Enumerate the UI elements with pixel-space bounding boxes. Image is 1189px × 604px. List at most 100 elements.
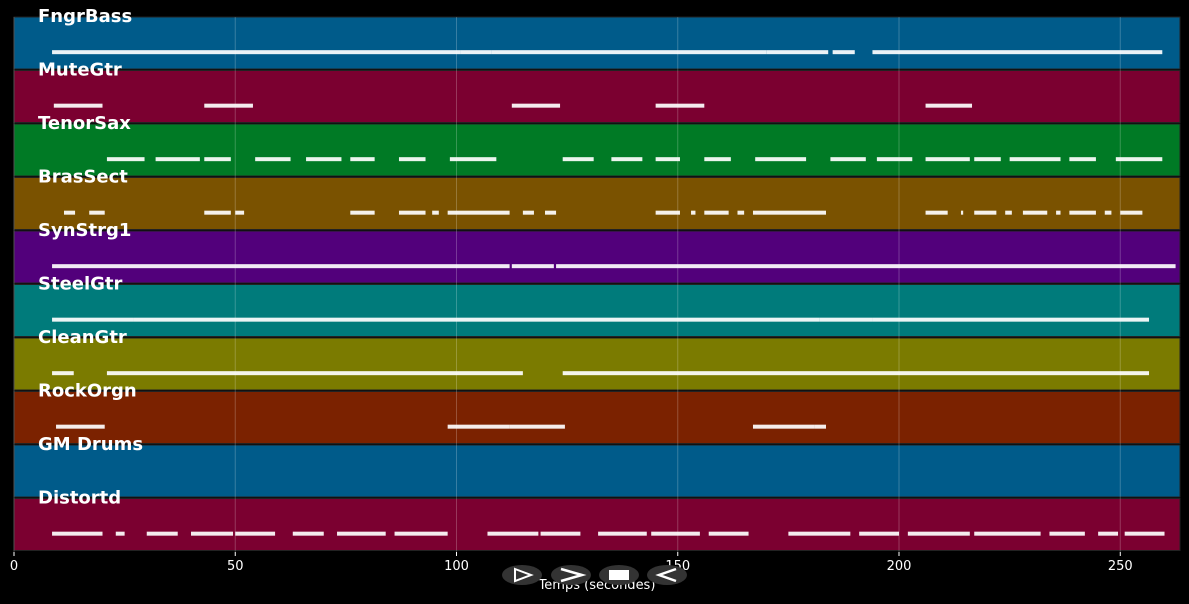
note (859, 531, 900, 536)
note (1115, 157, 1163, 162)
x-tick-label: 50 (227, 559, 244, 574)
x-axis: 0 50 100 150 200 250 (10, 552, 1133, 574)
track-background (13, 337, 1181, 391)
note (925, 157, 970, 162)
track-label: MuteGtr (38, 59, 122, 80)
track-background (13, 391, 1181, 444)
note (115, 531, 125, 536)
track-label: BrasSect (38, 166, 128, 187)
note (350, 210, 375, 215)
note (146, 531, 178, 536)
note (691, 210, 696, 215)
note (830, 157, 866, 162)
track-background (13, 70, 1181, 123)
note (52, 50, 461, 55)
note (394, 531, 448, 536)
track-label: Distortd (38, 487, 121, 508)
stop-button[interactable] (599, 565, 639, 585)
note (562, 371, 1150, 376)
note (511, 103, 561, 108)
forward-button[interactable] (551, 565, 591, 585)
rewind-button[interactable] (647, 565, 687, 585)
note (52, 317, 134, 322)
note (960, 210, 964, 215)
track-label: RockOrgn (38, 380, 137, 401)
note (974, 531, 1041, 536)
note (350, 157, 375, 162)
note (191, 531, 234, 536)
track-label: TenorSax (38, 113, 131, 134)
note (204, 157, 231, 162)
note (651, 531, 700, 536)
note (819, 317, 873, 322)
note (814, 424, 826, 429)
track-label: SteelGtr (38, 273, 123, 294)
note (752, 424, 815, 429)
track-background (13, 284, 1181, 337)
note (655, 103, 705, 108)
note (89, 210, 105, 215)
note (235, 531, 276, 536)
note (788, 531, 851, 536)
note (447, 210, 510, 215)
track-background (13, 498, 1181, 551)
tracks: FngrBass MuteGtr TenorSax BrasSect SynStrg1 S… (13, 6, 1181, 552)
play-button[interactable] (502, 565, 542, 585)
note (1069, 157, 1096, 162)
note (449, 157, 497, 162)
note (1069, 210, 1096, 215)
note (752, 210, 826, 215)
note (737, 210, 745, 215)
note (598, 531, 647, 536)
note (398, 210, 426, 215)
track-background (13, 16, 1181, 70)
note (155, 157, 200, 162)
note (872, 317, 1150, 322)
note (925, 103, 973, 108)
note (133, 317, 820, 322)
note (907, 531, 970, 536)
note (509, 424, 565, 429)
note (432, 210, 439, 215)
x-tick-label: 100 (444, 559, 469, 574)
note (1098, 531, 1119, 536)
note (872, 50, 1163, 55)
note (235, 210, 245, 215)
note (540, 531, 581, 536)
note (255, 157, 291, 162)
note (292, 531, 324, 536)
note (925, 210, 948, 215)
note (766, 50, 829, 55)
x-tick-label: 200 (887, 559, 912, 574)
note (64, 210, 76, 215)
note (56, 424, 105, 429)
note (511, 264, 554, 269)
track-label: CleanGtr (38, 327, 127, 348)
note (306, 157, 342, 162)
note (1056, 210, 1061, 215)
note (704, 210, 729, 215)
playback-controls (502, 565, 687, 585)
note (1009, 157, 1061, 162)
note (1124, 531, 1165, 536)
note (708, 531, 749, 536)
note (460, 50, 492, 55)
track-background (13, 177, 1181, 230)
note (106, 157, 145, 162)
note (655, 210, 680, 215)
note (974, 157, 1001, 162)
note (704, 157, 731, 162)
note (52, 531, 103, 536)
note (1049, 531, 1085, 536)
note (106, 371, 523, 376)
note (53, 103, 103, 108)
note (447, 424, 510, 429)
note (611, 157, 643, 162)
track-background (13, 444, 1181, 498)
note (1022, 210, 1048, 215)
note (204, 103, 253, 108)
note (52, 264, 510, 269)
note (1120, 210, 1143, 215)
